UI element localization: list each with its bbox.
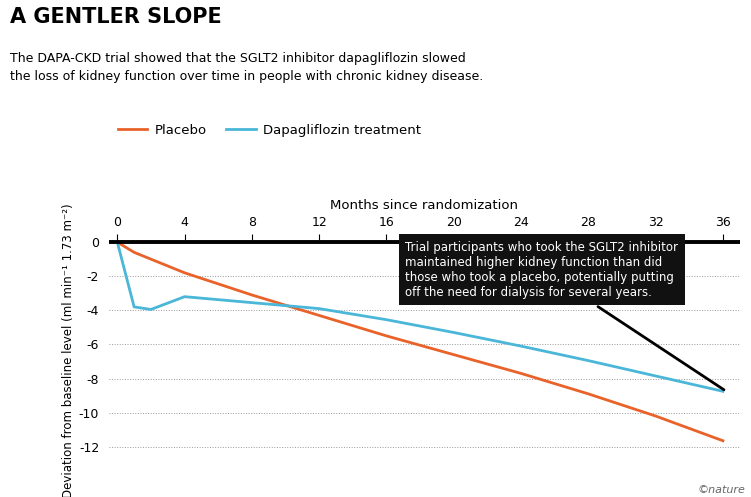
Text: ©nature: ©nature [698, 485, 746, 495]
X-axis label: Months since randomization: Months since randomization [330, 199, 518, 212]
Text: Trial participants who took the SGLT2 inhibitor
maintained higher kidney functio: Trial participants who took the SGLT2 in… [406, 241, 724, 390]
Text: A GENTLER SLOPE: A GENTLER SLOPE [10, 7, 222, 27]
Y-axis label: Deviation from baseline level (ml min⁻¹ 1.73 m⁻²): Deviation from baseline level (ml min⁻¹ … [62, 203, 74, 497]
Text: The DAPA-CKD trial showed that the SGLT2 inhibitor dapagliflozin slowed
the loss: The DAPA-CKD trial showed that the SGLT2… [10, 52, 483, 83]
Legend: Placebo, Dapagliflozin treatment: Placebo, Dapagliflozin treatment [113, 119, 427, 142]
